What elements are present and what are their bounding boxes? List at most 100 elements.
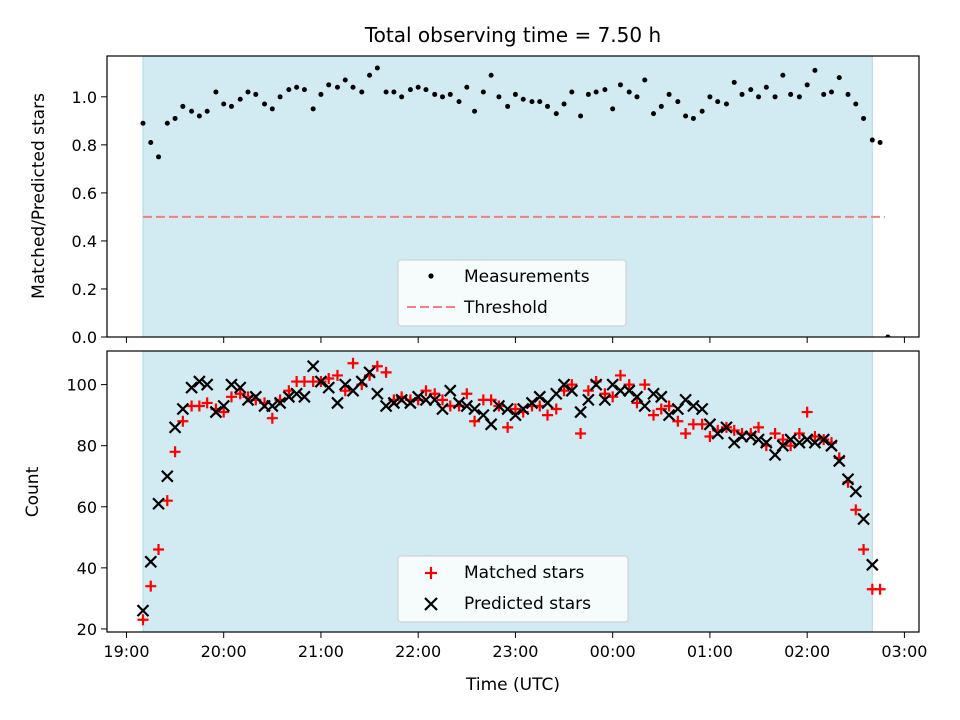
- top-point-measurements: [140, 120, 146, 126]
- top-point-measurements: [512, 91, 518, 97]
- bottom-point-matched-stars: [655, 403, 667, 415]
- bottom-point-predicted-stars: [161, 469, 174, 483]
- bottom-point-predicted-stars: [443, 384, 457, 397]
- top-point-measurements: [796, 94, 802, 100]
- xtick-label: 00:00: [590, 642, 636, 661]
- bottom-point-matched-stars: [550, 403, 562, 415]
- bottom-point-matched-stars: [672, 415, 684, 427]
- top-point-measurements: [432, 91, 438, 97]
- xtick-label: 02:00: [784, 642, 830, 661]
- top-point-measurements: [269, 106, 275, 112]
- bottom-point-predicted-stars: [565, 384, 579, 397]
- bottom-point-predicted-stars: [468, 402, 481, 416]
- bottom-point-predicted-stars: [825, 439, 838, 452]
- bottom-point-predicted-stars: [371, 387, 384, 401]
- bottom-point-matched-stars: [201, 397, 213, 409]
- top-point-measurements: [326, 82, 332, 88]
- bottom-point-predicted-stars: [679, 393, 692, 407]
- bottom-point-matched-stars: [429, 388, 441, 400]
- top-point-measurements: [593, 89, 599, 95]
- bottom-point-matched-stars: [169, 446, 181, 458]
- bottom-point-matched-stars: [509, 403, 521, 415]
- top-point-measurements: [480, 89, 486, 95]
- top-ytick-label: 0.0: [72, 328, 97, 347]
- top-point-measurements: [748, 87, 754, 93]
- xtick-label: 22:00: [395, 642, 441, 661]
- bottom-point-matched-stars: [461, 388, 473, 400]
- bottom-point-predicted-stars: [817, 433, 830, 446]
- bottom-point-predicted-stars: [411, 390, 425, 404]
- top-point-measurements: [148, 139, 154, 145]
- top-ytick-label: 0.8: [72, 136, 97, 155]
- bottom-point-predicted-stars: [298, 390, 311, 404]
- top-point-measurements: [569, 89, 575, 95]
- bottom-point-predicted-stars: [533, 390, 547, 404]
- legend-label-predicted: Predicted stars: [464, 594, 591, 614]
- top-point-measurements: [529, 99, 535, 105]
- bottom-point-matched-stars: [680, 427, 692, 439]
- bottom-point-predicted-stars: [306, 359, 320, 373]
- top-point-measurements: [651, 111, 657, 117]
- top-point-measurements: [399, 94, 405, 100]
- bottom-point-predicted-stars: [727, 436, 741, 449]
- top-point-measurements: [189, 108, 195, 114]
- top-point-measurements: [715, 99, 721, 105]
- bottom-point-matched-stars: [137, 614, 149, 626]
- bottom-point-matched-stars: [769, 427, 781, 439]
- top-point-measurements: [423, 87, 429, 93]
- bottom-point-matched-stars: [161, 495, 173, 507]
- top-point-measurements: [277, 94, 283, 100]
- top-point-measurements: [617, 82, 623, 88]
- top-point-measurements: [756, 94, 762, 100]
- bottom-point-predicted-stars: [290, 387, 303, 401]
- bottom-point-matched-stars: [469, 415, 481, 427]
- top-point-measurements: [286, 87, 292, 93]
- top-point-measurements: [545, 103, 551, 109]
- top-point-measurements: [763, 84, 769, 90]
- bottom-point-matched-stars: [485, 394, 497, 406]
- bottom-point-predicted-stars: [395, 393, 408, 407]
- bottom-point-predicted-stars: [574, 405, 587, 419]
- bottom-point-predicted-stars: [525, 396, 539, 410]
- bottom-point-matched-stars: [371, 360, 383, 372]
- bottom-point-matched-stars: [785, 440, 797, 452]
- bottom-point-predicted-stars: [363, 366, 376, 379]
- top-point-measurements: [374, 65, 380, 71]
- bottom-point-predicted-stars: [662, 408, 676, 422]
- xtick-label: 03:00: [881, 642, 927, 661]
- top-point-measurements: [561, 101, 567, 107]
- top-point-measurements: [520, 96, 526, 102]
- top-point-measurements: [642, 77, 648, 83]
- top-point-measurements: [821, 91, 827, 97]
- top-point-measurements: [164, 120, 170, 126]
- bottom-point-matched-stars: [234, 388, 246, 400]
- bottom-point-predicted-stars: [193, 375, 206, 388]
- bottom-point-predicted-stars: [217, 399, 230, 413]
- bottom-panel-xlabel: Time (UTC): [465, 675, 560, 695]
- top-point-measurements: [439, 94, 445, 100]
- top-point-measurements: [359, 89, 365, 95]
- bottom-point-predicted-stars: [832, 454, 846, 468]
- top-point-measurements: [447, 91, 453, 97]
- top-point-measurements: [301, 87, 307, 93]
- bottom-point-matched-stars: [648, 409, 660, 421]
- bottom-point-predicted-stars: [460, 399, 474, 413]
- top-point-measurements: [367, 72, 373, 78]
- bottom-point-matched-stars: [436, 394, 448, 406]
- top-axes-frame: [106, 55, 920, 338]
- bottom-point-matched-stars: [850, 504, 862, 516]
- top-point-measurements: [853, 101, 859, 107]
- bottom-point-predicted-stars: [866, 558, 879, 572]
- top-point-measurements: [237, 96, 243, 102]
- bottom-point-matched-stars: [777, 434, 789, 446]
- bottom-ytick-label: 100: [66, 376, 97, 395]
- top-point-measurements: [634, 94, 640, 100]
- top-point-measurements: [626, 89, 632, 95]
- bottom-point-predicted-stars: [233, 381, 247, 394]
- top-point-measurements: [869, 137, 875, 143]
- bottom-point-matched-stars: [145, 580, 157, 592]
- bottom-point-predicted-stars: [379, 399, 393, 413]
- top-point-measurements: [415, 84, 421, 90]
- bottom-point-predicted-stars: [136, 604, 150, 617]
